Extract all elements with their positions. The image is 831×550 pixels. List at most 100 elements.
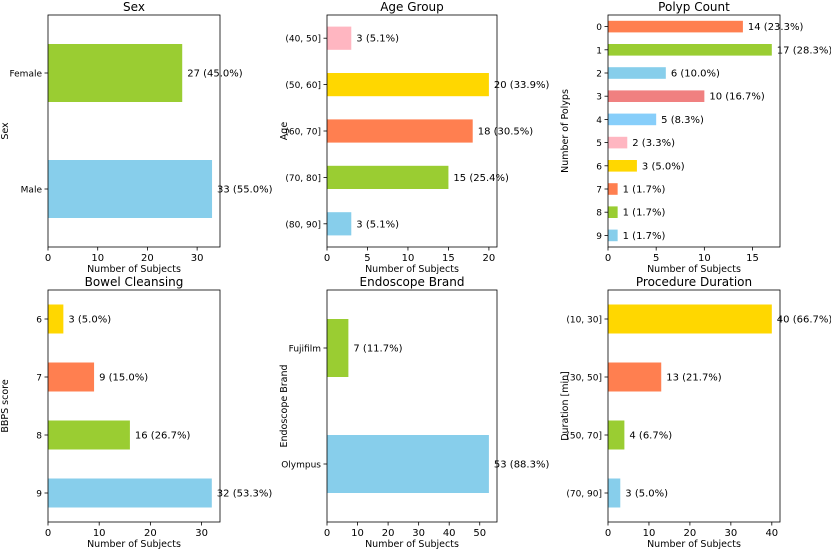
y-tick-label: 6 bbox=[36, 316, 42, 326]
bar bbox=[608, 90, 705, 102]
chart-title: Polyp Count bbox=[658, 0, 730, 14]
x-tick-label: 30 bbox=[412, 528, 425, 539]
bar-value-label: 17 (28.3%) bbox=[777, 45, 831, 56]
axes-frame bbox=[47, 14, 221, 248]
axes-frame bbox=[47, 289, 221, 523]
x-tick-label: 50 bbox=[473, 528, 486, 539]
x-tick-label: 20 bbox=[382, 528, 395, 539]
x-tick-label: 10 bbox=[643, 528, 656, 539]
y-tick-label: 3 bbox=[596, 93, 602, 103]
y-tick-label: (50, 60] bbox=[285, 81, 321, 91]
bar-value-label: 53 (88.3%) bbox=[494, 460, 550, 471]
bar bbox=[608, 44, 772, 56]
bar bbox=[48, 478, 212, 508]
bar-value-label: 3 (5.0%) bbox=[625, 489, 668, 500]
bar-value-label: 9 (15.0%) bbox=[99, 373, 148, 384]
y-tick-label: Female bbox=[9, 70, 42, 80]
x-tick-label: 0 bbox=[45, 253, 51, 264]
y-tick-label: (30, 50] bbox=[566, 374, 602, 384]
y-axis-label: Number of Polyps bbox=[560, 89, 571, 173]
y-tick-label: 9 bbox=[36, 490, 42, 500]
y-tick-label: (40, 50] bbox=[285, 35, 321, 45]
x-axis-label: Number of Subjects bbox=[365, 264, 459, 275]
bar bbox=[608, 67, 666, 79]
bar bbox=[327, 119, 473, 143]
x-axis-label: Number of Subjects bbox=[87, 539, 181, 550]
y-tick-label: (10, 30] bbox=[566, 316, 602, 326]
panel-endoscope-brand: Endoscope Brand 7 (11.7%) Fujifilm 53 (88.3… bbox=[279, 275, 549, 550]
chart-title: Procedure Duration bbox=[636, 275, 752, 289]
x-tick-label: 10 bbox=[351, 528, 364, 539]
y-tick-label: (60, 70] bbox=[285, 128, 321, 138]
bar-value-label: 1 (1.7%) bbox=[623, 208, 666, 219]
x-tick-label: 20 bbox=[483, 253, 496, 264]
panel-procedure-duration: Procedure Duration 40 (66.7%) (10, 30] 13 (… bbox=[560, 275, 831, 550]
bar bbox=[327, 73, 489, 97]
bar-value-label: 1 (1.7%) bbox=[623, 185, 666, 196]
bar bbox=[608, 160, 637, 172]
x-tick-label: 15 bbox=[442, 253, 455, 264]
y-tick-label: 6 bbox=[596, 162, 602, 172]
y-tick-label: 4 bbox=[596, 116, 602, 126]
bar-value-label: 3 (5.1%) bbox=[356, 34, 399, 45]
panel-polyp-count: Polyp Count 14 (23.3%) 0 17 (28.3%) 1 6 (10.0… bbox=[560, 0, 831, 275]
bar-value-label: 1 (1.7%) bbox=[623, 231, 666, 242]
x-tick-label: 30 bbox=[191, 253, 204, 264]
axes-frame bbox=[607, 14, 781, 248]
x-tick-label: 10 bbox=[91, 253, 104, 264]
bar bbox=[608, 136, 628, 149]
x-tick-label: 0 bbox=[605, 253, 611, 264]
bar bbox=[608, 229, 618, 242]
x-tick-label: 20 bbox=[684, 528, 697, 539]
bar-value-label: 2 (3.3%) bbox=[632, 138, 675, 149]
x-tick-label: 40 bbox=[443, 528, 456, 539]
bar-value-label: 20 (33.9%) bbox=[494, 80, 550, 91]
y-tick-label: 8 bbox=[36, 432, 42, 442]
y-tick-label: 7 bbox=[36, 374, 42, 384]
bar-value-label: 16 (26.7%) bbox=[135, 431, 191, 442]
axes-frame bbox=[326, 289, 498, 523]
x-axis-label: Number of Subjects bbox=[365, 539, 459, 550]
y-tick-label: (70, 80] bbox=[285, 174, 321, 184]
bar-value-label: 3 (5.0%) bbox=[68, 315, 111, 326]
x-tick-label: 0 bbox=[605, 528, 611, 539]
bar bbox=[608, 113, 657, 126]
axes-frame bbox=[607, 289, 781, 523]
bar bbox=[608, 478, 621, 508]
y-axis-label: Age bbox=[279, 122, 290, 141]
bar-value-label: 4 (6.7%) bbox=[629, 431, 672, 442]
bar bbox=[327, 435, 489, 493]
bar bbox=[327, 319, 349, 377]
bar bbox=[608, 206, 618, 218]
y-tick-label: Fujifilm bbox=[289, 345, 321, 355]
bar-value-label: 18 (30.5%) bbox=[478, 127, 534, 138]
x-tick-label: 10 bbox=[93, 528, 106, 539]
bar bbox=[327, 212, 352, 236]
bar bbox=[48, 44, 183, 102]
y-axis-label: Endoscope Brand bbox=[279, 364, 290, 447]
y-tick-label: Male bbox=[21, 186, 43, 196]
bar-value-label: 3 (5.0%) bbox=[642, 161, 685, 172]
y-tick-label: 1 bbox=[596, 46, 602, 56]
x-tick-label: 20 bbox=[144, 528, 157, 539]
x-tick-label: 20 bbox=[141, 253, 154, 264]
x-tick-label: 5 bbox=[364, 253, 370, 264]
x-axis-label: Number of Subjects bbox=[647, 264, 741, 275]
bar-value-label: 13 (21.7%) bbox=[666, 373, 722, 384]
y-tick-label: 2 bbox=[596, 70, 602, 80]
chart-title: Age Group bbox=[380, 0, 444, 14]
x-axis-label: Number of Subjects bbox=[647, 539, 741, 550]
bar-value-label: 14 (23.3%) bbox=[748, 22, 804, 33]
y-tick-label: 7 bbox=[596, 186, 602, 196]
bar bbox=[608, 362, 662, 392]
bar bbox=[608, 183, 618, 195]
bar-value-label: 32 (53.3%) bbox=[217, 489, 273, 500]
panel-age-group: Age Group 3 (5.1%) (40, 50] 20 (33.9%) (50, … bbox=[279, 0, 549, 275]
bar bbox=[608, 420, 625, 450]
x-tick-label: 5 bbox=[653, 253, 659, 264]
x-tick-label: 0 bbox=[324, 528, 330, 539]
y-tick-label: Olympus bbox=[281, 461, 321, 471]
x-tick-label: 0 bbox=[324, 253, 330, 264]
y-tick-label: 9 bbox=[596, 232, 602, 242]
y-tick-label: (50, 70] bbox=[566, 432, 602, 442]
